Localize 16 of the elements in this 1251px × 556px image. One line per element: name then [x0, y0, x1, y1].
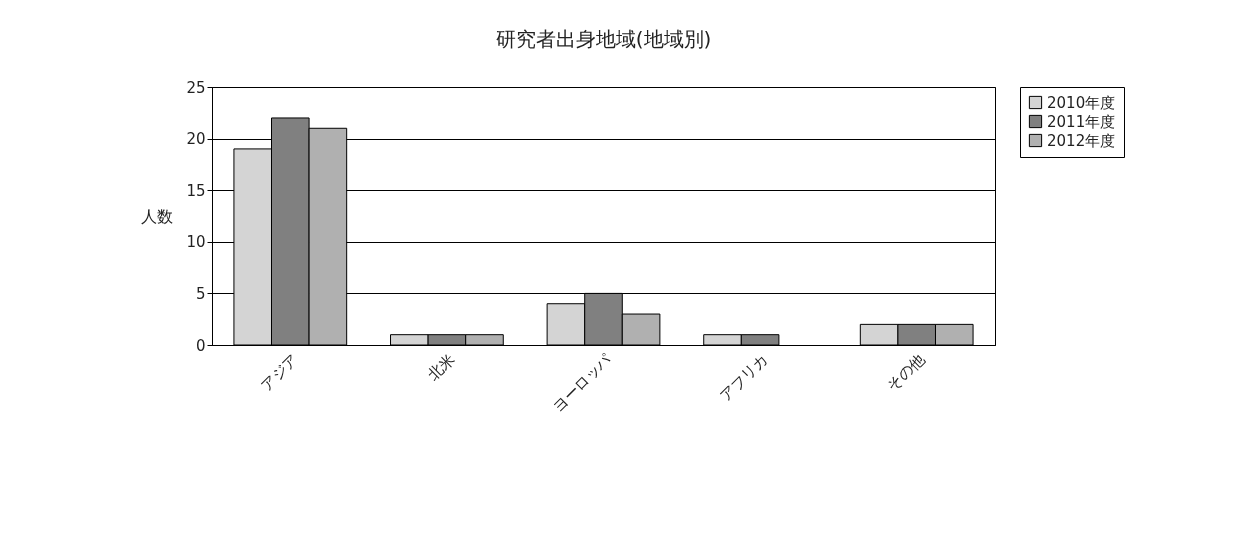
- y-axis-title: 人数: [140, 206, 173, 226]
- y-tick-label: 25: [186, 78, 206, 97]
- y-tick-label: 20: [186, 130, 206, 149]
- x-tick-label: その他: [883, 350, 929, 395]
- y-tick-label: 15: [186, 181, 206, 200]
- x-tick-label: アフリカ: [716, 350, 772, 406]
- x-tick-label: 北米: [424, 350, 459, 385]
- x-tick-label: ヨーロッパ: [549, 349, 616, 416]
- y-tick-label: 0: [195, 336, 206, 355]
- y-tick-label: 10: [186, 233, 206, 252]
- legend-label: 2011年度: [1047, 112, 1116, 131]
- y-tick-label: 5: [195, 284, 206, 303]
- legend-label: 2010年度: [1047, 93, 1116, 112]
- x-tick-label: アジア: [257, 350, 302, 395]
- chart-title: 研究者出身地域(地域別): [495, 27, 712, 51]
- legend-label: 2012年度: [1047, 131, 1116, 150]
